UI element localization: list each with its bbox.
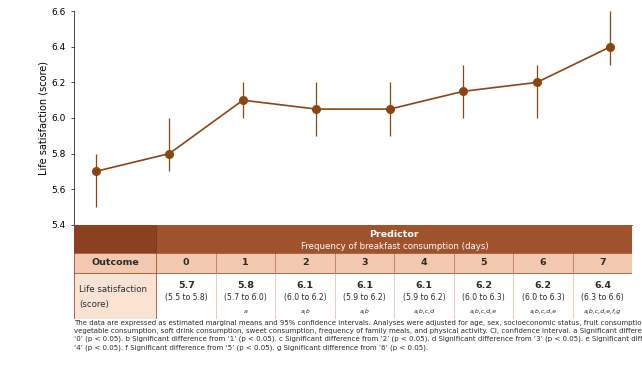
Text: 6.1: 6.1 [415,281,433,290]
Text: 6: 6 [540,258,546,267]
Text: Outcome: Outcome [91,258,139,267]
Text: 5: 5 [480,258,487,267]
Text: Life satisfaction: Life satisfaction [80,285,148,294]
Text: 6.4: 6.4 [594,281,611,290]
Text: (5.9 to 6.2): (5.9 to 6.2) [343,293,386,302]
Text: 1: 1 [243,258,249,267]
Text: Predictor: Predictor [370,230,419,239]
Text: (5.9 to 6.2): (5.9 to 6.2) [403,293,446,302]
Text: 6.2: 6.2 [535,281,551,290]
Text: a,b,c,d: a,b,c,d [413,309,435,314]
Text: (6.0 to 6.3): (6.0 to 6.3) [522,293,564,302]
Text: 6.2: 6.2 [475,281,492,290]
Text: 6.1: 6.1 [356,281,373,290]
Text: a,b,c,d,e: a,b,c,d,e [530,309,557,314]
Text: (6.0 to 6.3): (6.0 to 6.3) [462,293,505,302]
Text: The data are expressed as estimated marginal means and 95% confidence intervals.: The data are expressed as estimated marg… [74,320,642,351]
Text: (6.3 to 6.6): (6.3 to 6.6) [581,293,624,302]
Text: (6.0 to 6.2): (6.0 to 6.2) [284,293,327,302]
Text: 5.7: 5.7 [178,281,195,290]
Bar [74,273,157,320]
Text: a,b,c,d,e,f,g: a,b,c,d,e,f,g [584,309,621,314]
Text: 0: 0 [183,258,189,267]
X-axis label: Frequency of breakfast consumption (days): Frequency of breakfast consumption (days… [247,245,459,255]
Text: 5.8: 5.8 [238,281,254,290]
Text: 6.1: 6.1 [297,281,314,290]
Text: 7: 7 [600,258,606,267]
Text: a,b: a,b [360,309,370,314]
Text: (5.5 to 5.8): (5.5 to 5.8) [165,293,207,302]
Text: 4: 4 [421,258,428,267]
Text: a,b,c,d,e: a,b,c,d,e [470,309,497,314]
Bar [74,225,157,253]
Text: 2: 2 [302,258,309,267]
Text: 3: 3 [361,258,368,267]
Text: a: a [244,309,248,314]
Text: Frequency of breakfast consumption (days): Frequency of breakfast consumption (days… [300,242,489,251]
Text: (score): (score) [80,300,109,309]
Y-axis label: Life satisfaction (score): Life satisfaction (score) [39,61,48,175]
Text: (5.7 to 6.0): (5.7 to 6.0) [224,293,267,302]
Text: a,b: a,b [300,309,310,314]
